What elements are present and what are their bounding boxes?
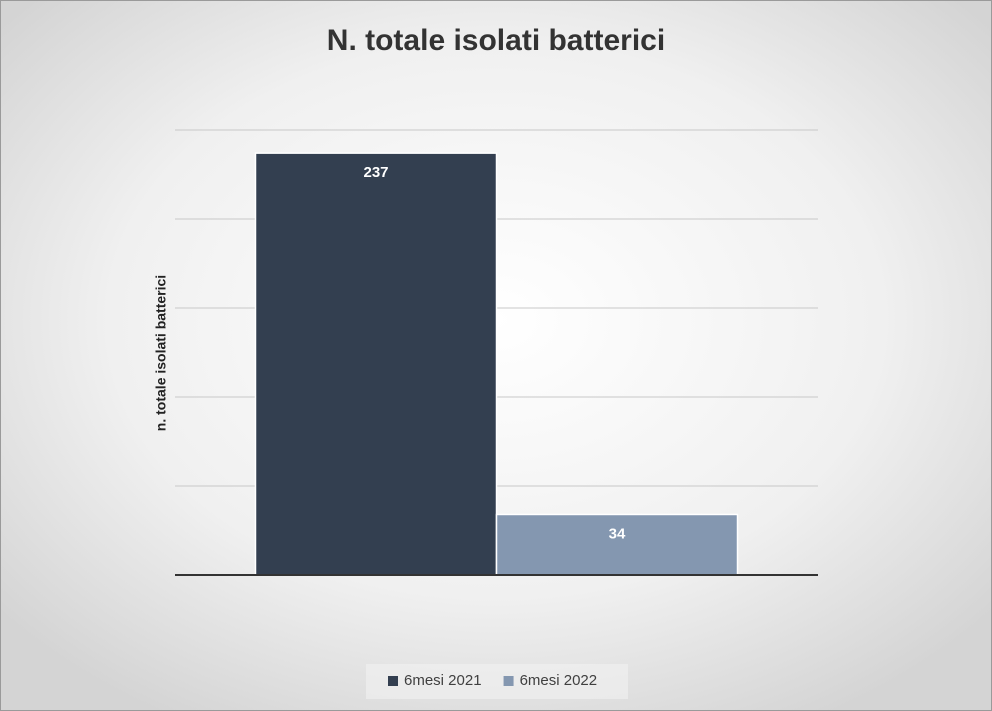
data-label: 237 <box>363 164 388 181</box>
legend-box <box>366 664 628 699</box>
legend-swatch <box>388 676 398 686</box>
bar <box>495 513 739 576</box>
bar <box>254 152 498 576</box>
y-axis-label: n. totale isolati batterici <box>153 275 169 431</box>
chart-title: N. totale isolati batterici <box>327 24 665 57</box>
legend-label: 6mesi 2021 <box>404 672 482 689</box>
legend-swatch <box>503 676 514 686</box>
legend-label: 6mesi 2022 <box>520 672 598 689</box>
data-label: 34 <box>609 525 626 542</box>
